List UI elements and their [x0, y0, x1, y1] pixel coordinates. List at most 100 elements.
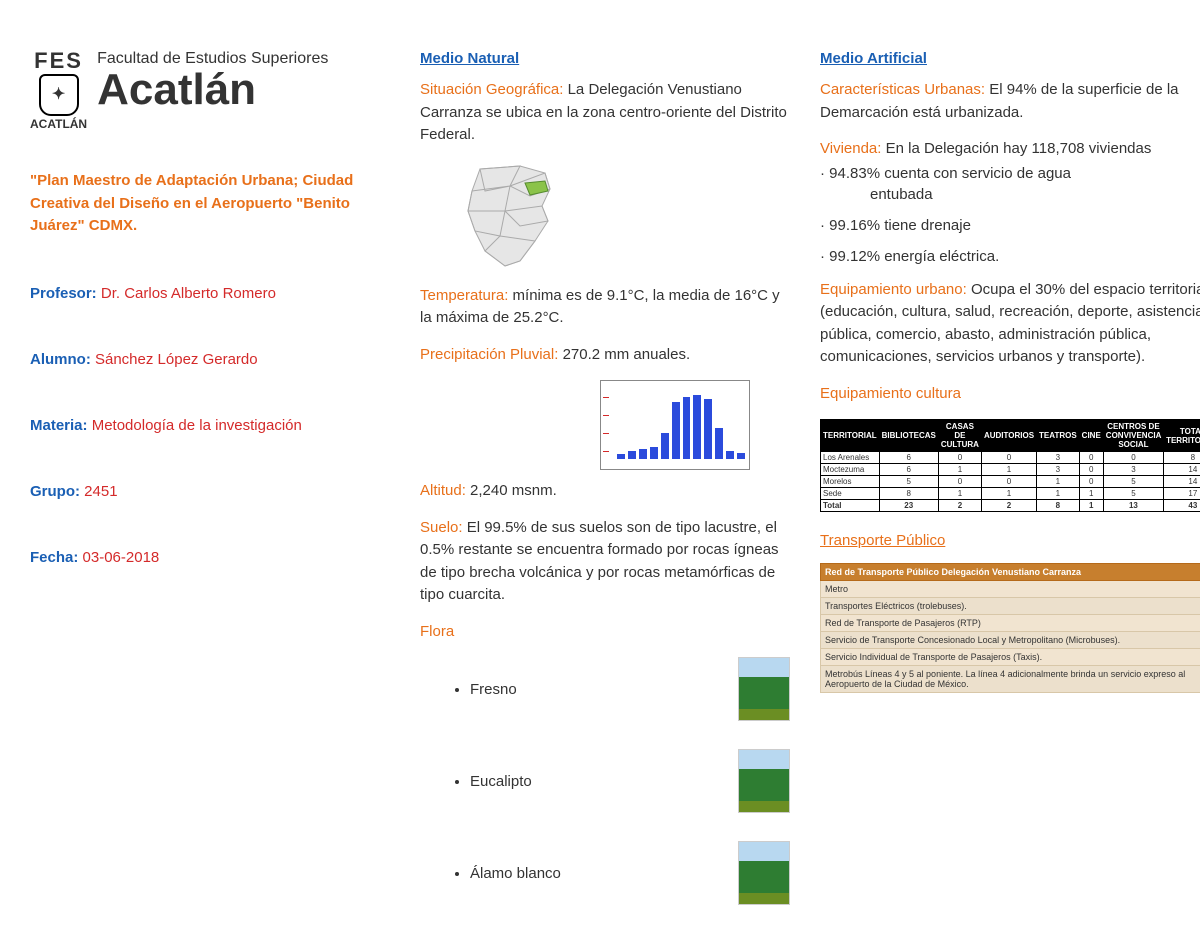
geo-label: Situación Geográfica:: [420, 81, 563, 98]
medio-natural-title: Medio Natural: [420, 50, 790, 67]
trans-table-row: Red de Transporte de Pasajeros (RTP): [821, 615, 1200, 632]
table-header: CENTROS DE CONVIVENCIA SOCIAL: [1103, 420, 1163, 452]
temp-label: Temperatura:: [420, 287, 508, 304]
flora-title: Flora: [420, 621, 790, 644]
urb-paragraph: Características Urbanas: El 94% de la su…: [820, 79, 1200, 124]
table-cell: 1: [938, 464, 981, 476]
document-page: FES ACATLÁN Facultad de Estudios Superio…: [30, 50, 1170, 933]
flora-item: Fresno: [470, 657, 790, 721]
viv-paragraph: Vivienda: En la Delegación hay 118,708 v…: [820, 138, 1200, 161]
table-row: Moctezuma61130314: [821, 464, 1200, 476]
table-cell: 3: [1103, 464, 1163, 476]
table-cell: 0: [1079, 476, 1103, 488]
flora-item: Álamo blanco: [470, 841, 790, 905]
table-cell: 3: [1037, 464, 1080, 476]
flora-item: Eucalipto: [470, 749, 790, 813]
suelo-label: Suelo:: [420, 519, 463, 536]
urb-label: Características Urbanas:: [820, 81, 985, 98]
viv-bullet-3: · 99.12% energía eléctrica.: [820, 248, 1200, 265]
middle-column: Medio Natural Situación Geográfica: La D…: [420, 50, 790, 933]
alumno-field: Alumno: Sánchez López Gerardo: [30, 349, 390, 370]
plan-title: "Plan Maestro de Adaptación Urbana; Ciud…: [30, 170, 390, 238]
table-cell: 23: [879, 500, 938, 512]
right-column: Medio Artificial Características Urbanas…: [820, 50, 1200, 933]
table-row: Total2322811343: [821, 500, 1200, 512]
institution-logo: FES ACATLÁN Facultad de Estudios Superio…: [30, 50, 390, 130]
flora-item-label: Fresno: [470, 681, 698, 698]
table-cell: 5: [1103, 488, 1163, 500]
fes-shield-icon: FES ACATLÁN: [30, 50, 87, 130]
medio-artificial-title: Medio Artificial: [820, 50, 1200, 67]
table-cell: 13: [1103, 500, 1163, 512]
left-column: FES ACATLÁN Facultad de Estudios Superio…: [30, 50, 390, 933]
table-row: Morelos50010514: [821, 476, 1200, 488]
flora-item-label: Eucalipto: [470, 773, 698, 790]
faculty-title: Acatlán: [97, 68, 328, 112]
table-cell: 0: [1079, 452, 1103, 464]
table-cell: 1: [981, 464, 1036, 476]
table-row: Sede81111517: [821, 488, 1200, 500]
viv-bullet-1: · 94.83% cuenta con servicio de agua: [820, 165, 1200, 182]
equipamiento-table: TERRITORIALBIBLIOTECASCASAS DE CULTURAAU…: [820, 419, 1200, 512]
materia-value: Metodología de la investigación: [88, 417, 302, 434]
suelo-paragraph: Suelo: El 99.5% de sus suelos son de tip…: [420, 517, 790, 607]
grupo-field: Grupo: 2451: [30, 481, 390, 502]
table-cell: 0: [981, 452, 1036, 464]
table-cell: 3: [1037, 452, 1080, 464]
cdmx-map-icon: [450, 161, 790, 275]
table-cell: Los Arenales: [821, 452, 880, 464]
table-row: Los Arenales6003008: [821, 452, 1200, 464]
table-header: TOTAL TERRITORIAL: [1164, 420, 1200, 452]
table-cell: 14: [1164, 476, 1200, 488]
grupo-value: 2451: [80, 483, 118, 500]
flora-list: Fresno Eucalipto Álamo blanco: [420, 657, 790, 905]
table-cell: 0: [1079, 464, 1103, 476]
table-cell: 43: [1164, 500, 1200, 512]
alt-text: 2,240 msnm.: [466, 482, 557, 499]
precip-text: 270.2 mm anuales.: [558, 346, 690, 363]
trans-table-row: Transportes Eléctricos (trolebuses).: [821, 598, 1200, 615]
table-cell: 1: [1079, 488, 1103, 500]
table-cell: 0: [981, 476, 1036, 488]
flora-item-label: Álamo blanco: [470, 865, 698, 882]
viv-text: En la Delegación hay 118,708 viviendas: [881, 140, 1151, 157]
table-cell: Morelos: [821, 476, 880, 488]
tree-thumb-icon: [738, 657, 790, 721]
trans-table-cell: Servicio de Transporte Concesionado Loca…: [821, 632, 1200, 649]
grupo-label: Grupo:: [30, 483, 80, 500]
table-header: CASAS DE CULTURA: [938, 420, 981, 452]
table-cell: 1: [981, 488, 1036, 500]
materia-field: Materia: Metodología de la investigación: [30, 415, 390, 436]
table-cell: Moctezuma: [821, 464, 880, 476]
profesor-label: Profesor:: [30, 285, 97, 302]
equip-label: Equipamiento urbano:: [820, 281, 967, 298]
trans-table-row: Servicio de Transporte Concesionado Loca…: [821, 632, 1200, 649]
table-cell: Sede: [821, 488, 880, 500]
table-cell: 0: [938, 476, 981, 488]
tree-thumb-icon: [738, 749, 790, 813]
table-cell: 14: [1164, 464, 1200, 476]
table-cell: 1: [938, 488, 981, 500]
fecha-value: 03-06-2018: [78, 549, 159, 566]
table-cell: 1: [1037, 476, 1080, 488]
viv-bullet-1b: entubada: [820, 186, 1200, 203]
geo-paragraph: Situación Geográfica: La Delegación Venu…: [420, 79, 790, 147]
table-header: TERRITORIAL: [821, 420, 880, 452]
trans-table-header: Red de Transporte Público Delegación Ven…: [821, 564, 1200, 581]
table-cell: 8: [1037, 500, 1080, 512]
materia-label: Materia:: [30, 417, 88, 434]
viv-label: Vivienda:: [820, 140, 881, 157]
table-cell: 2: [981, 500, 1036, 512]
table-cell: 6: [879, 452, 938, 464]
table-cell: 5: [1103, 476, 1163, 488]
table-header: TEATROS: [1037, 420, 1080, 452]
precipitation-chart: [420, 380, 790, 470]
precip-label: Precipitación Pluvial:: [420, 346, 558, 363]
fecha-label: Fecha:: [30, 549, 78, 566]
table-cell: 8: [1164, 452, 1200, 464]
table-cell: 5: [879, 476, 938, 488]
transporte-title: Transporte Público: [820, 532, 1200, 549]
fes-letters: FES: [34, 50, 83, 72]
alt-label: Altitud:: [420, 482, 466, 499]
viv-bullet-2: · 99.16% tiene drenaje: [820, 217, 1200, 234]
